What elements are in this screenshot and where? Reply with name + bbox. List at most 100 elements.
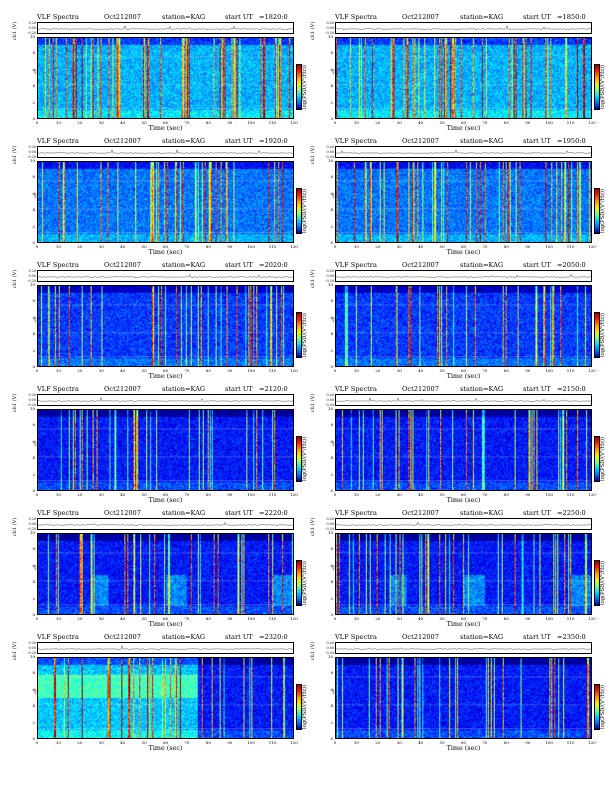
colorbar-label: log(PSD/(V²/Hz)) (600, 65, 606, 109)
panel-start-time: =1920:0 (259, 137, 288, 145)
panel-header: VLF Spectra Oct212007 station=KAG start UT =… (308, 260, 598, 270)
x-tick-label: 20 (375, 368, 381, 373)
panel-station: station=KAG (162, 13, 206, 21)
x-tick-label: 70 (482, 368, 488, 373)
y-tick-label: 4 (330, 455, 333, 461)
x-axis-title: Time (sec) (446, 496, 481, 504)
y-tick-label: 6 (32, 562, 35, 568)
y-ticks: 0 2 4 6 8 10 (322, 655, 334, 741)
ch1-tick-label: 0.20 (28, 517, 36, 521)
ch1-trace-svg (336, 149, 591, 154)
x-tick-label: 110 (268, 740, 277, 745)
panel-header: VLF Spectra Oct212007 station=KAG start UT =… (308, 508, 598, 518)
x-tick-label: 80 (205, 616, 211, 621)
x-tick-label: 50 (141, 120, 147, 125)
ch1-tick-label: -0.20 (325, 403, 334, 407)
spectrogram (37, 161, 294, 243)
x-tick-label: 110 (566, 492, 575, 497)
colorbar (296, 560, 302, 606)
x-ticks: 0 10 20 30 40 50 60 70 80 90 100 110 120 (334, 120, 596, 126)
x-tick-label: 60 (460, 740, 467, 745)
y-tick-label: 8 (330, 422, 333, 428)
ch1-trace (38, 396, 293, 402)
ch1-timeseries (37, 270, 294, 282)
x-axis-title: Time (sec) (148, 496, 183, 504)
panel-station: station=KAG (460, 261, 504, 269)
x-tick-label: 30 (98, 492, 104, 497)
x-tick-label: 10 (55, 616, 61, 621)
spectrogram-image (38, 410, 293, 490)
panel-start-time: =2050:0 (557, 261, 586, 269)
y-tick-label: 0 (330, 116, 333, 121)
panel-date: Oct212007 (402, 261, 439, 269)
panel-date: Oct212007 (104, 509, 141, 517)
panel-title: VLF Spectra (335, 13, 377, 21)
y-tick-label: 10 (327, 406, 333, 411)
y-tick-label: 10 (29, 406, 35, 411)
y-tick-label: 4 (32, 579, 35, 585)
x-tick-label: 20 (375, 740, 381, 745)
y-axis-title: ch1 Frequency (kHz) (10, 161, 82, 243)
spectrogram-image (336, 658, 591, 738)
y-ticks: 0 2 4 6 8 10 (322, 406, 334, 493)
ch1-tick-label: 0.00 (326, 150, 334, 154)
x-tick-label: 120 (290, 368, 298, 373)
x-tick-label: 100 (545, 120, 553, 125)
x-tick-label: 40 (418, 616, 424, 621)
x-tick-label: 30 (396, 120, 402, 125)
panel-start-time: =2250:0 (557, 509, 586, 517)
panel-station: station=KAG (460, 385, 504, 393)
x-tick-label: 40 (120, 244, 126, 249)
ch1-trace (336, 647, 591, 650)
x-tick-label: 60 (162, 492, 169, 497)
x-tick-label: 100 (247, 616, 255, 621)
panel-date: Oct212007 (402, 385, 439, 393)
x-tick-label: 50 (141, 492, 147, 497)
y-tick-label: 6 (330, 562, 333, 568)
ch1-axis-label: ch1 (V) (310, 269, 316, 289)
y-tick-label: 4 (330, 703, 333, 709)
x-ticks: 0 10 20 30 40 50 60 70 80 90 100 110 120 (334, 368, 596, 374)
y-tick-label: 10 (327, 34, 333, 39)
x-tick-label: 50 (141, 616, 147, 621)
y-tick-label: 10 (29, 158, 35, 163)
panel-station: station=KAG (162, 633, 206, 641)
panel-date: Oct212007 (402, 509, 439, 517)
x-tick-label: 0 (333, 244, 337, 249)
spectrogram-panel: VLF Spectra Oct212007 station=KAG start UT =… (10, 12, 308, 132)
panel-title: VLF Spectra (37, 13, 79, 21)
ch1-tick-label: 0.20 (28, 21, 36, 25)
ch1-trace-svg (336, 521, 591, 526)
y-tick-label: 6 (330, 66, 333, 72)
ch1-trace-svg (38, 149, 293, 154)
ch1-axis-label: ch1 (V) (310, 145, 316, 165)
panel-start-label: start UT (523, 633, 551, 641)
y-tick-label: 2 (330, 471, 333, 477)
x-tick-label: 40 (120, 616, 126, 621)
y-tick-label: 8 (32, 546, 35, 552)
panel-station: station=KAG (460, 137, 504, 145)
panel-station: station=KAG (460, 13, 504, 21)
ch1-tick-label: -0.20 (325, 155, 334, 159)
x-axis-title: Time (sec) (148, 124, 183, 132)
y-tick-label: 8 (32, 670, 35, 676)
y-tick-label: 0 (330, 488, 333, 493)
spectrogram (37, 285, 294, 367)
ch1-ticks: 0.20 0.00 -0.20 (21, 21, 36, 35)
x-tick-label: 30 (396, 492, 402, 497)
ch1-timeseries (335, 22, 592, 34)
ch1-trace-svg (38, 25, 293, 30)
y-tick-label: 2 (32, 347, 35, 353)
x-tick-label: 40 (120, 492, 126, 497)
panel-station: station=KAG (162, 261, 206, 269)
y-ticks: 0 2 4 6 8 10 (24, 158, 36, 245)
x-tick-label: 40 (120, 120, 126, 125)
x-tick-label: 70 (482, 244, 488, 249)
x-tick-label: 120 (290, 492, 298, 497)
x-tick-label: 100 (545, 492, 553, 497)
y-tick-label: 10 (29, 34, 35, 39)
ch1-tick-label: 0.20 (326, 393, 334, 397)
colorbar (594, 64, 600, 110)
panel-date: Oct212007 (104, 633, 141, 641)
panel-start-time: =2150:0 (557, 385, 586, 393)
